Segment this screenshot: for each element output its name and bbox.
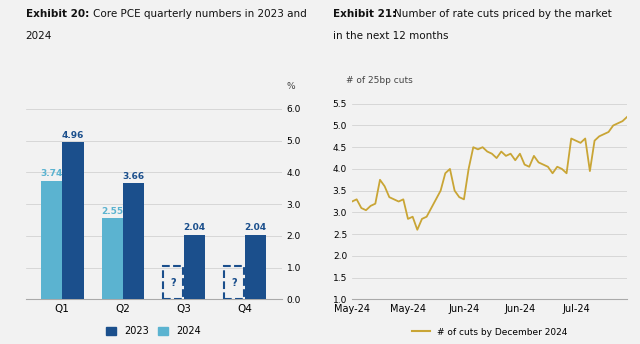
Text: 2.04: 2.04 — [244, 223, 267, 232]
Bar — [224, 266, 244, 299]
Legend: # of cuts by December 2024: # of cuts by December 2024 — [408, 324, 571, 340]
Legend: 2023, 2024: 2023, 2024 — [102, 322, 205, 340]
Text: Exhibit 20:: Exhibit 20: — [26, 9, 89, 19]
Bar — [62, 142, 83, 299]
Bar — [184, 235, 205, 299]
Bar — [123, 183, 145, 299]
Text: 4.96: 4.96 — [61, 131, 84, 140]
Text: 2.55: 2.55 — [101, 207, 124, 216]
Text: Core PCE quarterly numbers in 2023 and: Core PCE quarterly numbers in 2023 and — [93, 9, 307, 19]
Text: 2.04: 2.04 — [184, 223, 206, 232]
Text: %: % — [287, 82, 295, 91]
Bar — [163, 266, 184, 299]
Bar — [245, 235, 266, 299]
Text: ?: ? — [232, 278, 237, 288]
Bar — [102, 218, 123, 299]
Text: 3.66: 3.66 — [123, 172, 145, 181]
Text: 2024: 2024 — [26, 31, 52, 41]
Text: ?: ? — [171, 278, 176, 288]
Text: Exhibit 21:: Exhibit 21: — [333, 9, 396, 19]
Text: in the next 12 months: in the next 12 months — [333, 31, 448, 41]
Bar — [41, 181, 62, 299]
Text: Number of rate cuts priced by the market: Number of rate cuts priced by the market — [394, 9, 611, 19]
Text: # of 25bp cuts: # of 25bp cuts — [346, 76, 413, 85]
Text: 3.74: 3.74 — [40, 169, 63, 178]
